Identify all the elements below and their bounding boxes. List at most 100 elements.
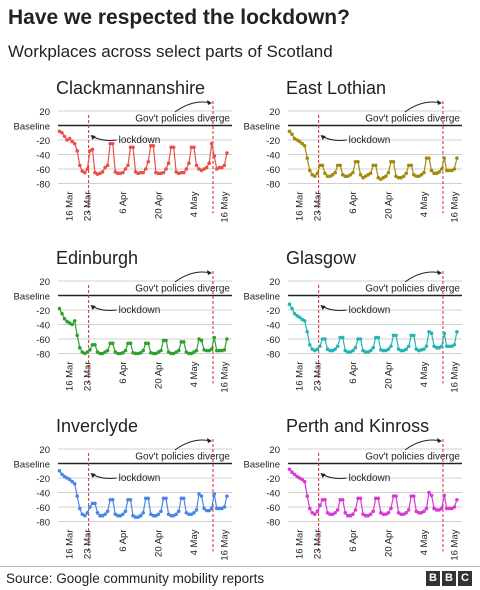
x-tick-label: 4 May: [189, 361, 200, 387]
data-point: [307, 506, 312, 511]
data-point: [348, 173, 353, 177]
data-point: [429, 168, 434, 173]
y-tick-label: Baseline: [14, 460, 50, 471]
data-point: [108, 141, 113, 146]
panel-glasgow: Glasgow 20 Baseline -20 -40 -60 -80 Gov't polic…: [244, 248, 462, 393]
data-point: [447, 344, 452, 349]
data-point: [108, 341, 113, 346]
y-tick-label: -40: [36, 321, 50, 332]
data-point: [103, 165, 107, 170]
x-tick-label: 20 Apr: [383, 362, 394, 389]
data-point: [371, 345, 375, 350]
data-point: [225, 151, 229, 155]
data-point: [292, 472, 297, 477]
data-point: [315, 171, 320, 176]
data-point: [442, 331, 447, 336]
data-point: [222, 505, 227, 509]
data-point: [67, 136, 72, 141]
x-tick-label: 20 Apr: [383, 192, 394, 219]
x-tick-label: 4 May: [419, 529, 430, 555]
data-point: [328, 348, 332, 353]
lockdown-annotation: lockdown: [349, 135, 391, 146]
data-point: [138, 170, 143, 175]
lockdown-annotation: lockdown: [119, 305, 161, 316]
data-point: [164, 338, 168, 343]
data-point: [60, 130, 64, 135]
data-point: [351, 348, 355, 353]
data-point: [197, 492, 201, 496]
data-point: [72, 482, 77, 486]
data-point: [126, 497, 130, 502]
policy-arrow-head: [436, 438, 442, 443]
x-tick-label: 20 Apr: [383, 530, 394, 557]
x-tick-label: 16 May: [219, 529, 230, 560]
data-point: [90, 147, 95, 152]
data-point: [376, 496, 381, 501]
data-point: [338, 335, 343, 340]
bbc-logo-letter: B: [426, 571, 440, 586]
data-point: [406, 344, 411, 349]
bbc-logo: B B C: [426, 571, 472, 586]
data-point: [340, 497, 345, 502]
data-point: [307, 168, 312, 173]
data-point: [70, 139, 74, 144]
data-point: [70, 322, 74, 327]
x-tick-label: 23 Mar: [312, 192, 323, 222]
x-tick-label: 4 May: [189, 191, 200, 217]
data-point: [131, 145, 135, 150]
y-tick-label: -80: [36, 180, 50, 191]
data-point: [123, 348, 128, 353]
data-point: [121, 350, 125, 355]
footer-divider: [0, 566, 480, 567]
source-note: Source: Google community mobility report…: [6, 571, 265, 586]
data-point: [116, 171, 120, 176]
data-point: [93, 343, 97, 347]
data-point: [72, 319, 77, 323]
data-point: [452, 505, 457, 509]
data-point: [209, 347, 214, 351]
data-point: [384, 174, 388, 179]
data-point: [371, 509, 375, 514]
data-point: [358, 496, 363, 501]
data-point: [409, 163, 414, 168]
data-point: [151, 144, 156, 148]
y-tick-label: -80: [266, 518, 280, 529]
panel-title: Edinburgh: [56, 248, 138, 268]
data-point: [368, 512, 373, 517]
y-tick-label: -20: [266, 136, 280, 147]
data-point: [399, 348, 403, 353]
x-tick-label: 16 Mar: [295, 192, 306, 222]
data-point: [287, 129, 292, 134]
data-point: [128, 145, 133, 150]
lockdown-arrow-head: [90, 305, 96, 310]
policy-arrow-head: [206, 270, 212, 275]
x-tick-label: 16 Mar: [295, 362, 306, 392]
data-point: [313, 512, 317, 517]
x-tick-label: 4 May: [189, 529, 200, 555]
data-point: [343, 174, 348, 179]
data-point: [187, 161, 191, 165]
data-point: [432, 171, 436, 176]
data-point: [141, 170, 145, 175]
x-tick-label: 16 May: [449, 191, 460, 222]
data-point: [85, 511, 90, 515]
data-point: [166, 161, 171, 165]
data-point: [302, 144, 307, 148]
data-point: [143, 167, 148, 171]
x-tick-label: 20 Apr: [153, 362, 164, 389]
data-point: [356, 159, 360, 164]
data-point: [108, 497, 113, 502]
y-tick-label: 20: [39, 445, 50, 456]
data-point: [133, 351, 138, 356]
data-point: [356, 496, 360, 501]
data-point: [105, 509, 110, 514]
data-point: [320, 497, 325, 502]
data-point: [85, 167, 90, 171]
data-point: [373, 335, 378, 340]
data-point: [371, 163, 375, 168]
data-point: [335, 508, 340, 512]
x-tick-label: 16 May: [219, 361, 230, 392]
data-point: [394, 494, 398, 498]
data-point: [429, 331, 434, 336]
data-point: [138, 513, 143, 518]
